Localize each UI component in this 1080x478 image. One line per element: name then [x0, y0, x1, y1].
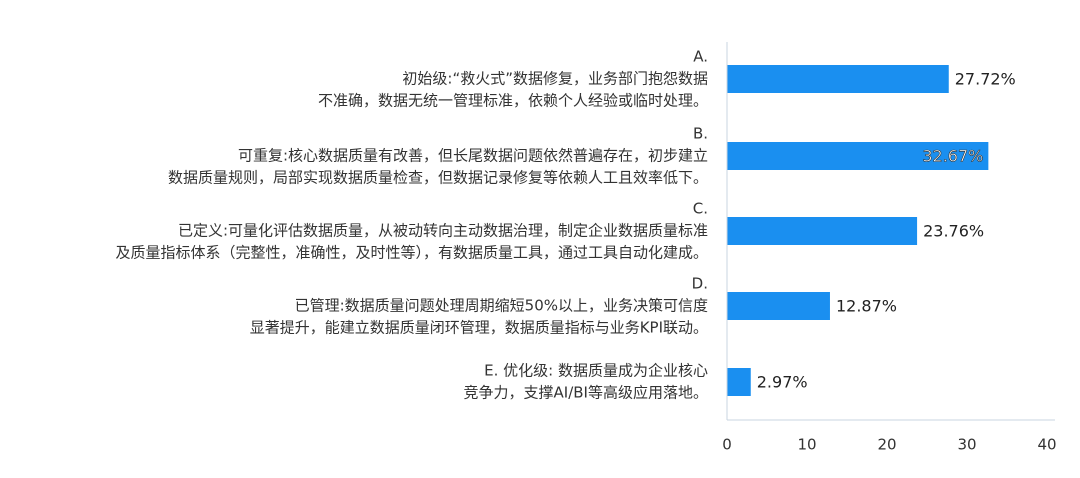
category-label-line: 初始级:“救火式”数据修复，业务部门抱怨数据 — [402, 70, 708, 88]
category-label-line: 已管理:数据质量问题处理周期缩短50%以上，业务决策可信度 — [295, 297, 708, 315]
x-tick-label: 20 — [877, 436, 896, 454]
category-label-line: 可重复:核心数据质量有改善，但长尾数据问题依然普遍存在，初步建立 — [238, 147, 708, 165]
bar — [727, 217, 918, 245]
category-label-line: C. — [693, 200, 708, 218]
x-tick-label: 0 — [722, 436, 732, 454]
data-label: 2.97% — [757, 373, 808, 392]
category-label-line: 及质量指标体系（完整性，准确性，及时性等），有数据质量工具，通过工具自动化建成。 — [115, 244, 708, 262]
category-label-line: 竞争力，支撑AI/BI等高级应用落地。 — [464, 384, 708, 402]
bar — [727, 142, 989, 170]
category-label-line: 数据质量规则，局部实现数据质量检查，但数据记录修复等依赖人工且效率低下。 — [168, 169, 708, 187]
category-label-line: E. 优化级: 数据质量成为企业核心 — [484, 362, 708, 380]
bar — [727, 292, 830, 320]
category-label-line: A. — [693, 48, 708, 66]
bar — [727, 65, 949, 93]
category-labels: A. 初始级:“救火式”数据修复，业务部门抱怨数据不准确，数据无统一管理标准，依赖… — [115, 48, 708, 402]
data-labels: 27.72% 32.67% 23.76% 12.87% 2.97% — [757, 70, 1016, 392]
data-label: 12.87% — [836, 297, 897, 316]
data-label: 23.76% — [923, 222, 984, 241]
x-tick-labels: 0 10 20 30 40 — [722, 436, 1056, 454]
bar — [727, 368, 751, 396]
data-label: 32.67% — [922, 147, 983, 166]
x-tick-label: 40 — [1037, 436, 1056, 454]
category-label-line: D. — [692, 275, 708, 293]
category-label-line: 已定义:可量化评估数据质量，从被动转向主动数据治理，制定企业数据质量标准 — [178, 222, 708, 240]
data-label: 27.72% — [955, 70, 1016, 89]
category-label-line: B. — [693, 125, 708, 143]
x-tick-label: 30 — [957, 436, 976, 454]
bars — [727, 65, 989, 396]
category-label-line: 不准确，数据无统一管理标准，依赖个人经验或临时处理。 — [318, 92, 708, 110]
category-label-line: 显著提升，能建立数据质量闭环管理，数据质量指标与业务KPI联动。 — [250, 319, 708, 337]
x-tick-label: 10 — [797, 436, 816, 454]
